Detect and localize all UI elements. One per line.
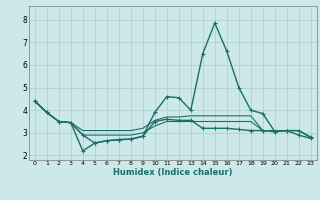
X-axis label: Humidex (Indice chaleur): Humidex (Indice chaleur) — [113, 168, 233, 177]
